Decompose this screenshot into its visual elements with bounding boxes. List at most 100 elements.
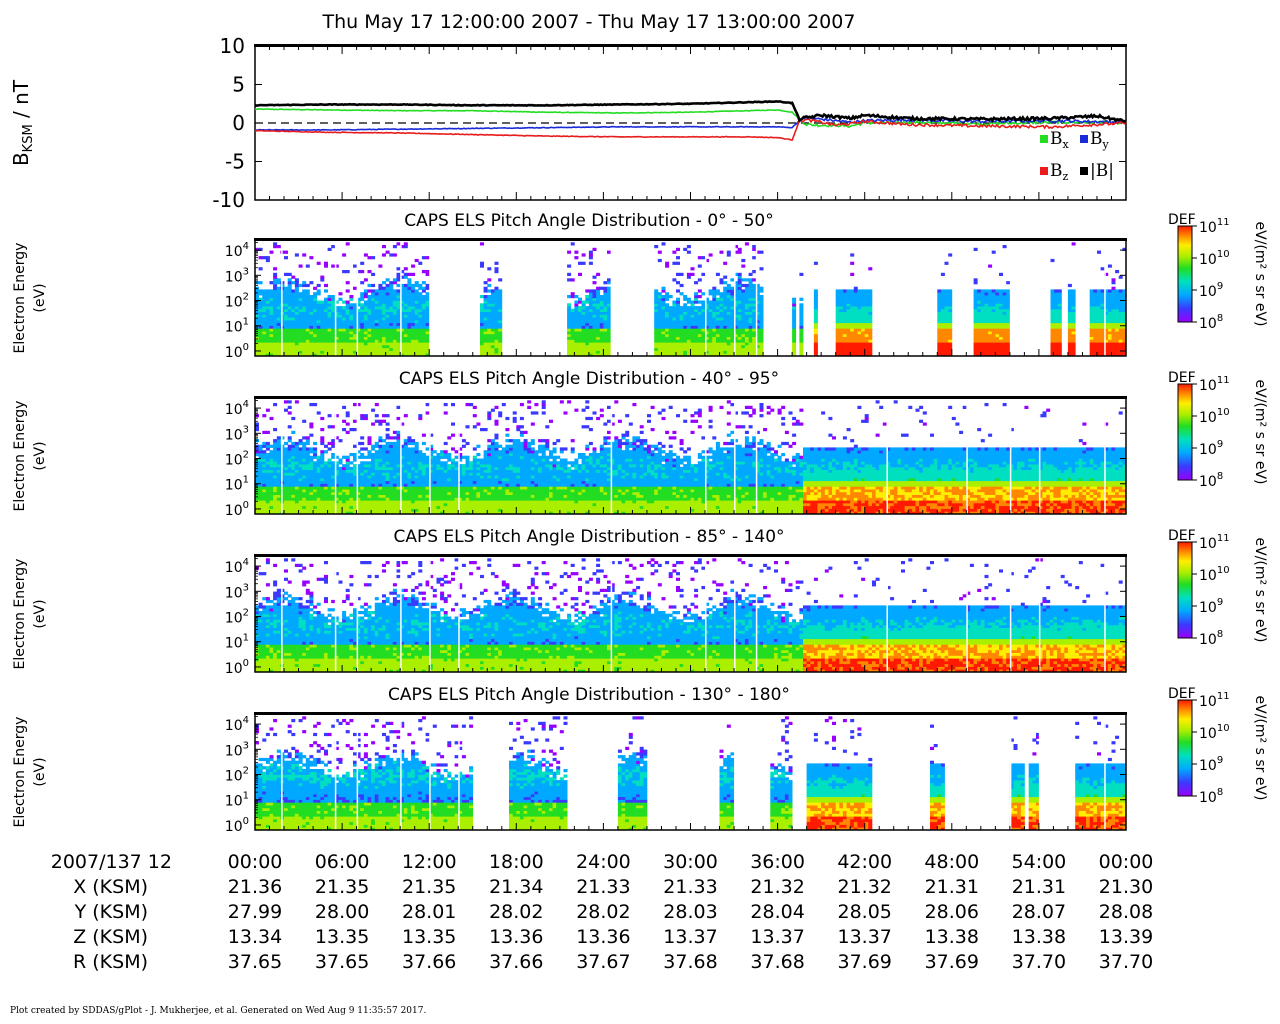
legend-swatch [1040, 167, 1048, 175]
spectrogram-cell [375, 334, 379, 337]
spectrogram-cell [720, 306, 724, 309]
spectrogram-cell [386, 345, 390, 348]
spectrogram-cell [589, 334, 593, 337]
spectrogram-cell [397, 337, 401, 340]
spectrogram-cell [752, 351, 756, 354]
spectrogram-cell [277, 314, 281, 317]
legend-label: |B| [1090, 161, 1114, 181]
spectrogram-cell [422, 306, 426, 309]
spectrogram-cell [397, 339, 401, 342]
spectrogram-cell [814, 303, 818, 306]
spectrogram-cell [342, 348, 346, 351]
spectrogram-cell [484, 345, 488, 348]
spectrogram-cell [680, 314, 684, 317]
spectrogram-cell [836, 312, 840, 315]
spectrogram-cell [368, 345, 372, 348]
spectrogram-cell [582, 326, 586, 329]
spectrogram-cell [331, 301, 335, 304]
spectrogram-cell [299, 328, 303, 331]
spectrogram-cell [386, 339, 390, 342]
spectrogram-cell [578, 337, 582, 340]
spectrogram-cell [313, 351, 317, 354]
spectrogram-cell [371, 273, 375, 276]
spectrogram-cell [284, 292, 288, 295]
spectrogram-cell [585, 348, 589, 351]
spectrogram-cell [662, 334, 666, 337]
spectrogram-cell [364, 326, 368, 329]
spectrogram-cell [712, 301, 716, 304]
spectrogram-cell [495, 328, 499, 331]
spectrogram-cell [426, 345, 430, 348]
spectrogram-cell [585, 339, 589, 342]
spectrogram-cell [701, 256, 705, 259]
spectrogram-cell [600, 301, 604, 304]
spectrogram-cell [331, 317, 335, 320]
spectrogram-cell [712, 314, 716, 317]
spectrogram-cell [814, 323, 818, 326]
spectrogram-cell [847, 303, 851, 306]
spectrogram-cell [382, 312, 386, 315]
spectrogram-cell [418, 328, 422, 331]
spectrogram-cell [574, 328, 578, 331]
spectrogram-cell [389, 295, 393, 298]
spectrogram-cell [487, 284, 491, 287]
spectrogram-cell [378, 287, 382, 290]
spectrogram-cell [407, 317, 411, 320]
spectrogram-cell [262, 289, 266, 292]
spectrogram-cell [596, 292, 600, 295]
spectrogram-cell [273, 328, 277, 331]
spectrogram-cell [607, 323, 611, 326]
spectrogram-cell [578, 351, 582, 354]
spectrogram-cell [662, 301, 666, 304]
spectrogram-cell [662, 317, 666, 320]
spectrogram-cell [694, 314, 698, 317]
spectrogram-cell [339, 306, 343, 309]
spectrogram-cell [741, 348, 745, 351]
spectrogram-cell [582, 351, 586, 354]
spectrogram-cell [364, 314, 368, 317]
spectrogram-cell [295, 328, 299, 331]
spectrogram-cell [669, 351, 673, 354]
spectrogram-cell [603, 326, 607, 329]
spectrogram-cell [654, 348, 658, 351]
spectrogram-cell [313, 314, 317, 317]
spectrogram-cell [382, 328, 386, 331]
spectrogram-cell [836, 337, 840, 340]
spectrogram-cell [349, 326, 353, 329]
spectrogram-cell [491, 314, 495, 317]
spectrogram-cell [270, 314, 274, 317]
spectrogram-cell [270, 281, 274, 284]
spectrogram-cell [262, 334, 266, 337]
plot-title: Thu May 17 12:00:00 2007 - Thu May 17 13… [322, 11, 856, 33]
spectrogram-cell [306, 289, 310, 292]
spectrogram-cell [331, 323, 335, 326]
spectrogram-cell [596, 303, 600, 306]
spectrogram-cell [749, 323, 753, 326]
spectrogram-cell [701, 314, 705, 317]
spectrogram-cell [745, 295, 749, 298]
spectrogram-cell [262, 348, 266, 351]
spectrogram-cell [346, 303, 350, 306]
spectrogram-cell [738, 312, 742, 315]
spectrogram-cell [324, 348, 328, 351]
spectrogram-cell [698, 306, 702, 309]
spectrogram-cell [397, 295, 401, 298]
spectrogram-cell [760, 348, 764, 351]
spectrogram-cell [687, 334, 691, 337]
spectrogram-cell [378, 284, 382, 287]
spectrogram-cell [847, 337, 851, 340]
spectrogram-cell [320, 334, 324, 337]
spectrogram-cell [480, 265, 484, 268]
spectrogram-cell [589, 326, 593, 329]
spectrogram-cell [727, 303, 731, 306]
spectrogram-cell [273, 276, 277, 279]
spectrogram-cell [698, 339, 702, 342]
spectrogram-cell [480, 337, 484, 340]
spectrogram-cell [654, 328, 658, 331]
spectrogram-cell [687, 306, 691, 309]
spectrogram-cell [418, 326, 422, 329]
spectrogram-cell [397, 345, 401, 348]
spectrogram-cell [415, 289, 419, 292]
spectrogram-cell [404, 295, 408, 298]
spectrogram-cell [389, 337, 393, 340]
